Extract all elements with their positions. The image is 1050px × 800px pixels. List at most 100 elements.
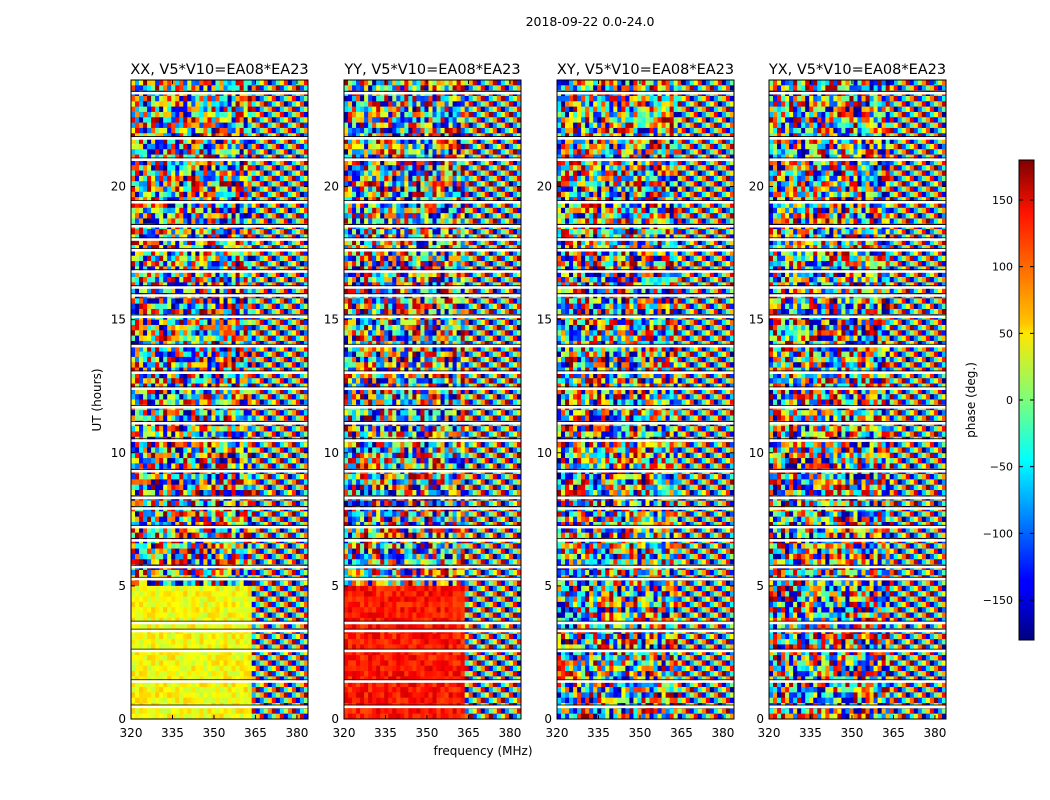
heatmap-cell <box>299 431 305 438</box>
heatmap-cell <box>283 213 289 219</box>
heatmap-cell <box>179 665 184 672</box>
heatmap-cell <box>219 271 224 278</box>
heatmap-cell <box>187 399 192 406</box>
heatmap-cell <box>279 559 285 565</box>
heatmap-cell <box>187 644 192 651</box>
heatmap-cell <box>239 229 245 235</box>
heatmap-cell <box>255 181 261 187</box>
heatmap-cell <box>211 85 216 92</box>
heatmap-cell <box>263 191 269 198</box>
heatmap-cell <box>183 660 188 667</box>
heatmap-cell <box>207 261 212 267</box>
heatmap-cell <box>207 511 212 518</box>
heatmap-cell <box>227 383 232 390</box>
heatmap-cell <box>159 170 164 177</box>
heatmap-cell <box>163 229 168 235</box>
heatmap-cell <box>183 426 188 432</box>
heatmap-cell <box>247 356 253 363</box>
heatmap-cell <box>131 399 136 406</box>
heatmap-cell <box>247 431 253 438</box>
heatmap-cell <box>131 111 136 118</box>
heatmap-cell <box>231 101 236 108</box>
heatmap-cell <box>231 239 236 246</box>
heatmap-cell <box>279 303 285 310</box>
heatmap-cell <box>267 388 273 395</box>
heatmap-cell <box>287 234 293 241</box>
heatmap-cell <box>279 282 285 289</box>
heatmap-cell <box>291 388 297 395</box>
heatmap-cell <box>155 362 160 368</box>
heatmap-cell <box>227 111 232 118</box>
heatmap-cell <box>239 202 245 209</box>
heatmap-cell <box>251 388 257 395</box>
heatmap-cell <box>227 101 232 108</box>
heatmap-cell <box>183 649 188 656</box>
heatmap-cell <box>135 399 140 406</box>
heatmap-cell <box>143 623 148 629</box>
heatmap-cell <box>243 516 249 523</box>
heatmap-cell <box>183 415 188 422</box>
heatmap-cell <box>223 229 228 235</box>
heatmap-cell <box>267 143 273 150</box>
heatmap-cell <box>139 463 144 470</box>
heatmap-cell <box>151 229 156 235</box>
heatmap-cell <box>215 452 220 459</box>
heatmap-cell <box>195 111 200 118</box>
heatmap-cell <box>175 159 180 166</box>
heatmap-cell <box>291 133 297 139</box>
heatmap-cell <box>271 111 277 118</box>
heatmap-cell <box>271 346 277 352</box>
heatmap-cell <box>239 213 245 219</box>
heatmap-cell <box>275 282 281 289</box>
heatmap-cell <box>159 367 164 374</box>
heatmap-cell <box>279 266 285 273</box>
heatmap-cell <box>251 181 257 187</box>
heatmap-cell <box>283 548 289 555</box>
heatmap-cell <box>143 117 148 124</box>
heatmap-cell <box>303 261 308 267</box>
heatmap-cell <box>151 660 156 667</box>
heatmap-cell <box>187 676 192 683</box>
heatmap-cell <box>243 665 249 672</box>
heatmap-cell <box>135 484 140 491</box>
heatmap-cell <box>175 186 180 193</box>
heatmap-cell <box>203 649 208 656</box>
heatmap-cell <box>239 479 245 486</box>
heatmap-cell <box>303 431 308 438</box>
heatmap-cell <box>135 298 140 305</box>
heatmap-cell <box>175 111 180 118</box>
heatmap-cell <box>159 655 164 661</box>
heatmap-cell <box>283 367 289 374</box>
heatmap-cell <box>211 490 216 496</box>
heatmap-cell <box>295 671 301 677</box>
heatmap-cell <box>259 655 265 661</box>
heatmap-cell <box>239 474 245 480</box>
heatmap-cell <box>235 372 241 379</box>
heatmap-cell <box>235 127 241 134</box>
heatmap-cell <box>219 394 224 400</box>
heatmap-cell <box>291 426 297 432</box>
heatmap-cell <box>163 431 168 438</box>
heatmap-cell <box>135 383 140 390</box>
heatmap-cell <box>195 255 200 262</box>
heatmap-cell <box>223 303 228 310</box>
heatmap-cell <box>179 394 184 400</box>
heatmap-cell <box>231 585 236 592</box>
heatmap-cell <box>199 324 204 331</box>
heatmap-cell <box>195 127 200 134</box>
heatmap-cell <box>175 250 180 257</box>
heatmap-cell <box>171 553 176 560</box>
heatmap-cell <box>227 394 232 400</box>
heatmap-cell <box>255 277 261 283</box>
heatmap-cell <box>283 181 289 187</box>
heatmap-cell <box>255 607 261 613</box>
heatmap-cell <box>255 154 261 161</box>
heatmap-cell <box>259 543 265 550</box>
heatmap-cell <box>271 612 277 619</box>
heatmap-cell <box>299 277 305 283</box>
heatmap-cell <box>259 245 265 251</box>
heatmap-cell <box>251 463 257 470</box>
heatmap-cell <box>299 580 305 587</box>
heatmap-cell <box>143 676 148 683</box>
heatmap-cell <box>135 95 140 102</box>
